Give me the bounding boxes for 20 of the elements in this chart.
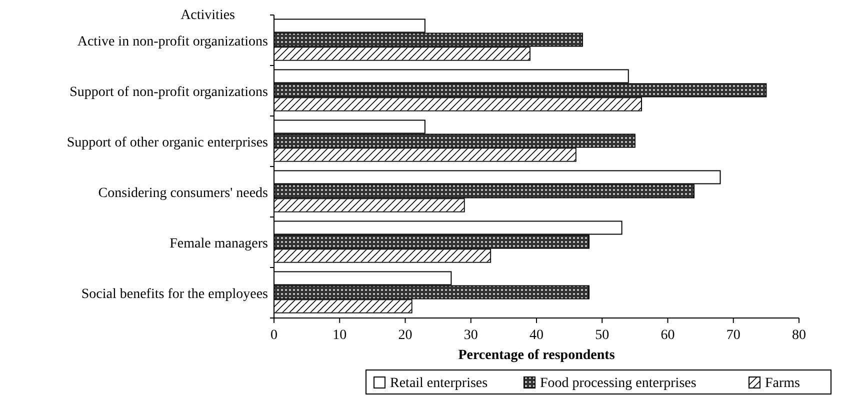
x-tick-label: 10 <box>332 328 347 343</box>
x-tick-label: 70 <box>726 328 740 343</box>
x-tick-label: 0 <box>270 328 278 343</box>
y-tick-label: Social benefits for the employees <box>81 286 268 302</box>
legend-label: Food processing enterprises <box>540 376 696 391</box>
y-tick-label: Support of other organic enterprises <box>66 135 268 150</box>
legend-label: Retail enterprises <box>390 376 488 391</box>
y-tick-label: Support of non-profit organizations <box>70 84 268 100</box>
x-tick-label: 80 <box>792 328 806 343</box>
legend-label: Farms <box>765 376 800 391</box>
y-axis-title: Activities <box>180 8 235 23</box>
y-tick-label: Female managers <box>170 236 268 252</box>
x-tick-label: 50 <box>595 328 610 343</box>
y-tick-label: Active in non-profit organizations <box>77 34 268 50</box>
x-tick-label: 20 <box>398 328 412 343</box>
x-tick-label: 30 <box>464 328 478 343</box>
x-tick-label: 40 <box>530 328 544 343</box>
y-tick-label: Considering consumers' needs <box>98 186 268 201</box>
x-axis-title: Percentage of respondents <box>458 348 616 363</box>
x-tick-label: 60 <box>660 328 675 343</box>
